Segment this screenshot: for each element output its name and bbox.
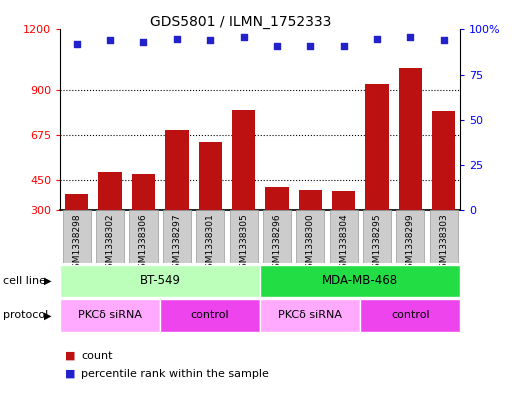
Point — [173, 35, 181, 42]
Text: control: control — [391, 310, 429, 320]
Bar — [60, 299, 160, 332]
Bar — [232, 110, 255, 270]
Point — [373, 35, 381, 42]
Point — [272, 42, 281, 49]
Bar — [360, 299, 460, 332]
Point — [139, 39, 147, 45]
Bar — [263, 210, 291, 263]
Text: GSM1338303: GSM1338303 — [439, 213, 448, 274]
Text: GSM1338298: GSM1338298 — [72, 213, 81, 274]
Bar — [63, 210, 91, 263]
Text: GSM1338299: GSM1338299 — [406, 213, 415, 274]
Bar — [332, 191, 355, 270]
Bar — [329, 210, 358, 263]
Text: GSM1338304: GSM1338304 — [339, 213, 348, 274]
Text: count: count — [81, 351, 112, 361]
Bar — [98, 172, 122, 270]
Text: GSM1338295: GSM1338295 — [372, 213, 381, 274]
Point — [439, 37, 448, 44]
Text: GSM1338301: GSM1338301 — [206, 213, 214, 274]
Text: GSM1338300: GSM1338300 — [306, 213, 315, 274]
Text: PKCδ siRNA: PKCδ siRNA — [278, 310, 342, 320]
Point — [406, 33, 414, 40]
Bar — [130, 210, 157, 263]
Bar — [65, 194, 88, 270]
Bar — [260, 265, 460, 297]
Point — [240, 33, 248, 40]
Bar — [399, 68, 422, 270]
Bar — [432, 111, 455, 270]
Point — [206, 37, 214, 44]
Text: ▶: ▶ — [44, 276, 51, 286]
Text: percentile rank within the sample: percentile rank within the sample — [81, 369, 269, 379]
Bar — [132, 174, 155, 270]
Text: GSM1338306: GSM1338306 — [139, 213, 148, 274]
Bar — [96, 210, 124, 263]
Bar — [199, 142, 222, 270]
Text: GSM1338296: GSM1338296 — [272, 213, 281, 274]
Bar — [165, 130, 188, 270]
Bar — [429, 210, 458, 263]
Text: GDS5801 / ILMN_1752333: GDS5801 / ILMN_1752333 — [150, 15, 331, 29]
Bar — [396, 210, 424, 263]
Bar — [163, 210, 191, 263]
Bar — [296, 210, 324, 263]
Text: GSM1338305: GSM1338305 — [239, 213, 248, 274]
Text: ▶: ▶ — [44, 310, 51, 320]
Text: BT-549: BT-549 — [140, 274, 180, 288]
Text: GSM1338297: GSM1338297 — [173, 213, 181, 274]
Text: ■: ■ — [65, 369, 76, 379]
Point — [73, 41, 81, 47]
Bar — [299, 190, 322, 270]
Bar — [230, 210, 257, 263]
Bar — [196, 210, 224, 263]
Text: ■: ■ — [65, 351, 76, 361]
Bar — [160, 299, 260, 332]
Point — [106, 37, 115, 44]
Text: cell line: cell line — [3, 276, 46, 286]
Bar — [260, 299, 360, 332]
Bar — [363, 210, 391, 263]
Bar — [365, 84, 389, 270]
Text: control: control — [191, 310, 230, 320]
Point — [339, 42, 348, 49]
Bar — [265, 187, 289, 270]
Text: GSM1338302: GSM1338302 — [106, 213, 115, 274]
Text: MDA-MB-468: MDA-MB-468 — [322, 274, 399, 288]
Text: PKCδ siRNA: PKCδ siRNA — [78, 310, 142, 320]
Bar — [60, 265, 260, 297]
Text: protocol: protocol — [3, 310, 48, 320]
Point — [306, 42, 314, 49]
